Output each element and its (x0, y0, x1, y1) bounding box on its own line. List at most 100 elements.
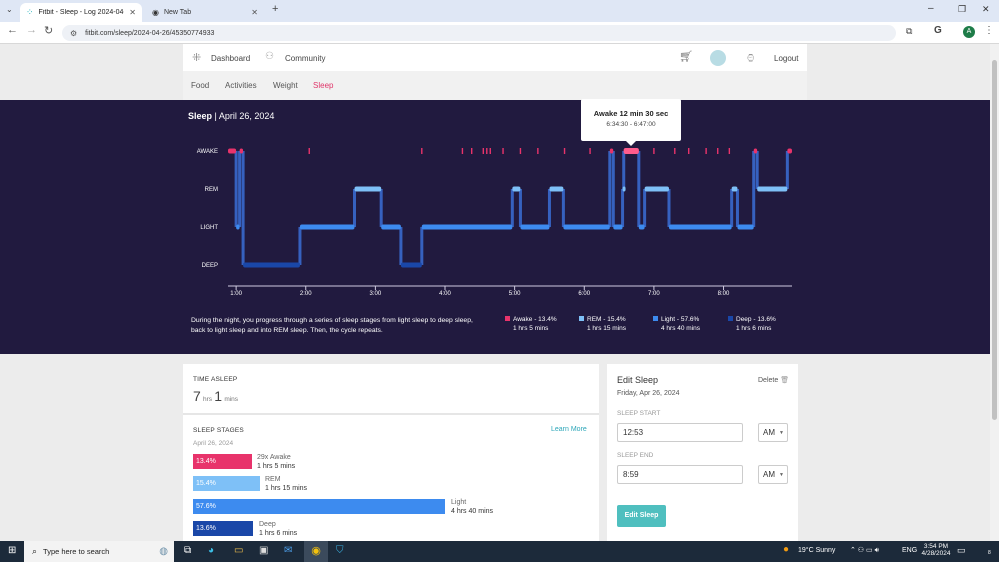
brief-awake-mark (519, 148, 522, 154)
browser-menu-icon[interactable]: ⋮ (984, 25, 994, 36)
community-people-icon[interactable]: ⚇ (265, 51, 274, 62)
stage-transition (241, 151, 245, 265)
stage-name: REM (265, 476, 281, 483)
notification-icon[interactable]: ▭ (957, 545, 966, 555)
mail-icon[interactable]: ✉ (284, 545, 293, 556)
site-settings-icon[interactable]: ⚙ (70, 28, 78, 38)
stage-segment-awake (609, 148, 614, 154)
sleep-end-ampm-select[interactable]: AM ▼ (758, 465, 788, 484)
nav-logout[interactable]: Logout (774, 54, 799, 63)
sub-navigation: Food Activities Weight Sleep (183, 71, 807, 100)
chrome-favicon-icon: ◉ (152, 8, 159, 17)
subnav-food[interactable]: Food (191, 81, 210, 90)
tray-icons[interactable]: ⌃ ⚇ ▭ 🔊︎ (850, 547, 879, 554)
clock-date: 4/28/2024 (921, 550, 951, 557)
legend-duration: 1 hrs 15 mins (587, 325, 627, 332)
sleep-start-input[interactable]: 12:53 (617, 423, 743, 442)
store-icon[interactable]: ▣ (259, 545, 269, 556)
stage-transition (611, 151, 615, 227)
language-indicator[interactable]: ENG (902, 547, 918, 554)
fitbit-favicon-icon: ⁘ (26, 7, 34, 17)
tab-fitbit-sleep[interactable]: ⁘ Fitbit - Sleep - Log 2024-04-26 ✕ (20, 3, 142, 22)
extensions-icon[interactable]: ⧉ (906, 26, 913, 36)
divider (183, 413, 599, 415)
edit-sleep-button[interactable]: Edit Sleep (617, 505, 666, 527)
hero-date: | April 26, 2024 (214, 111, 275, 121)
edge-icon[interactable]: ◕ (208, 545, 215, 556)
stage-transition (785, 151, 789, 189)
stage-pct: 57.6% (196, 503, 216, 510)
user-avatar[interactable] (710, 50, 726, 66)
dashboard-dots-icon[interactable]: ⁜ (192, 52, 202, 64)
delete-link[interactable]: Delete 🗑︎ (758, 376, 789, 384)
legend-duration: 1 hrs 6 mins (736, 325, 772, 332)
window-close-icon[interactable]: ✕ (982, 4, 990, 14)
tab-close-icon[interactable]: ✕ (251, 8, 258, 17)
stage-segment-deep (400, 262, 422, 268)
stage-segment-light (737, 224, 754, 230)
scrollbar-thumb[interactable] (992, 60, 997, 420)
learn-more-link[interactable]: Learn More (551, 426, 587, 433)
forward-arrow-icon[interactable]: → (26, 24, 37, 36)
stage-duration: 4 hrs 40 mins (451, 508, 494, 515)
brief-awake-mark (728, 148, 731, 154)
file-explorer-icon[interactable]: ▭ (234, 545, 244, 556)
minimize-icon[interactable]: – (928, 3, 934, 14)
tooltip-range: 6:34:30 - 6:47:00 (606, 121, 656, 128)
back-arrow-icon[interactable]: ← (7, 24, 18, 36)
nav-dashboard[interactable]: Dashboard (211, 54, 251, 63)
weather-text[interactable]: 19°C Sunny (798, 547, 836, 554)
x-axis-label: 5:00 (509, 291, 521, 297)
edit-sleep-card: Edit Sleep Delete 🗑︎ Friday, Apr 26, 202… (607, 364, 798, 541)
tab-new-tab[interactable]: ◉ New Tab ✕ (146, 3, 264, 22)
fitbit-header: ⁜ Dashboard ⚇ Community 🛒︎ ⌚︎ Logout (183, 44, 807, 71)
legend-swatch (728, 316, 733, 321)
stage-row-rem: 15.4% REM 1 hrs 15 mins (193, 476, 593, 493)
stage-transition (399, 227, 403, 265)
url-bar[interactable]: ⚙ fitbit.com/sleep/2024-04-26/4535077493… (62, 25, 896, 41)
time-asleep-value: 7 hrs 1 mins (193, 388, 238, 404)
nav-community[interactable]: Community (285, 54, 326, 63)
subnav-sleep[interactable]: Sleep (313, 81, 334, 90)
sleep-end-input[interactable]: 8:59 (617, 465, 743, 484)
tab-list-chevron-icon[interactable]: ⌄ (6, 5, 13, 14)
brief-awake-mark (461, 148, 464, 154)
stage-transition (621, 189, 625, 227)
stage-segment-awake (239, 148, 244, 154)
taskbar-search[interactable]: ⌕ Type here to search ◍ (24, 541, 174, 562)
subnav-activities[interactable]: Activities (225, 81, 257, 90)
clock[interactable]: 3:54 PM 4/28/2024 (920, 543, 952, 557)
mins-unit: mins (224, 396, 239, 403)
hero-title: Sleep (188, 111, 213, 121)
brief-awake-mark (717, 148, 719, 154)
new-tab-plus-icon[interactable]: + (272, 3, 279, 15)
chrome-icon[interactable]: ◉ (304, 541, 328, 562)
search-highlight-icon: ◍ (159, 546, 168, 557)
subnav-weight[interactable]: Weight (273, 81, 298, 90)
stage-segment-awake (787, 148, 792, 154)
sleep-stages-chart[interactable]: AWAKE REM LIGHT DEEP 1:00 2:00 3:00 4:00 5:00 6:0… (0, 100, 990, 310)
url-text: fitbit.com/sleep/2024-04-26/45350774933 (85, 29, 215, 37)
tab-close-icon[interactable]: ✕ (129, 8, 136, 17)
stage-segment-rem (549, 186, 564, 192)
sleep-start-ampm-select[interactable]: AM ▼ (758, 423, 788, 442)
legend-swatch (653, 316, 658, 321)
legend-deep: Deep - 13.6% 1 hrs 6 mins (728, 316, 776, 332)
security-shield-icon[interactable]: ⛉ (336, 545, 344, 556)
clock-time: 3:54 PM (923, 543, 949, 550)
task-view-icon[interactable]: ⧉ (184, 545, 192, 556)
caret-down-icon: ▼ (779, 471, 784, 478)
restore-icon[interactable]: ❐ (958, 4, 967, 14)
windows-start-icon[interactable]: ⊞ (8, 545, 17, 556)
stage-segment-awake (228, 148, 237, 154)
cart-icon[interactable]: 🛒︎ (679, 51, 693, 63)
profile-avatar[interactable]: A (963, 26, 975, 38)
stage-transition (735, 189, 739, 227)
x-axis-label: 7:00 (648, 291, 660, 297)
reload-icon[interactable]: ↻ (44, 25, 54, 37)
device-watch-icon[interactable]: ⌚︎ (745, 53, 756, 65)
google-icon[interactable]: G (934, 25, 942, 36)
stage-transition (561, 189, 565, 227)
stage-segment-light (668, 224, 732, 230)
stage-transition (752, 151, 756, 227)
